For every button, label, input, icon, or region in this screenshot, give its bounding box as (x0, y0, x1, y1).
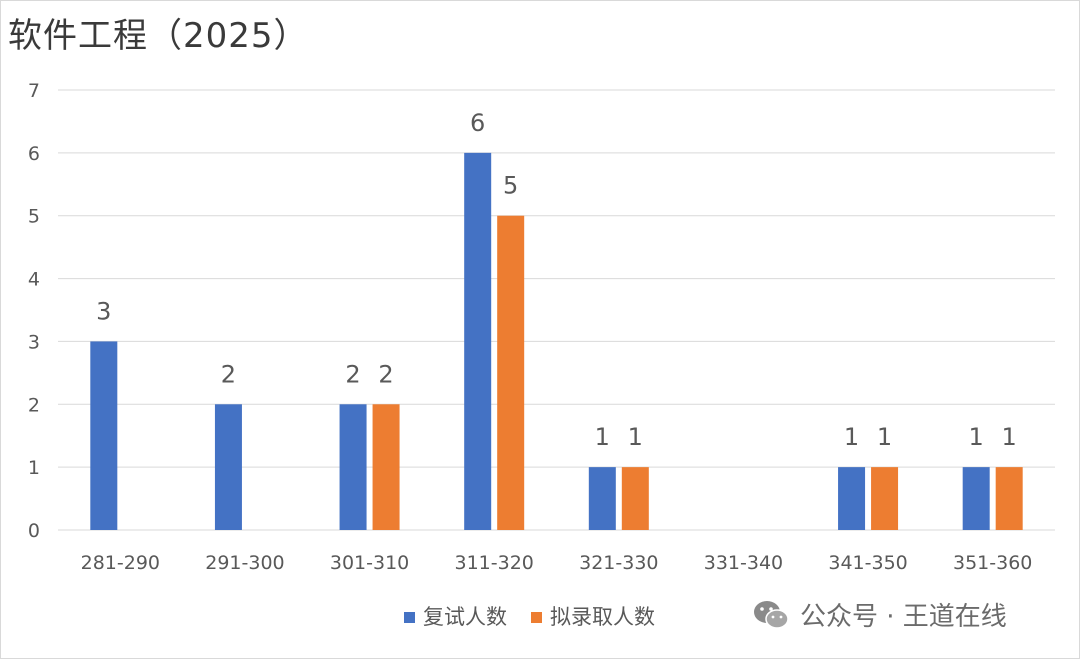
bar-admit-301-310 (372, 404, 400, 530)
x-tick-label: 311-320 (454, 552, 533, 574)
y-tick-label: 4 (28, 269, 40, 291)
y-tick-label: 6 (28, 143, 40, 165)
data-label: 1 (844, 423, 859, 451)
bar-admit-341-350 (871, 467, 899, 530)
bar-admit-321-330 (621, 467, 649, 530)
y-tick-label: 2 (28, 394, 40, 416)
x-tick-label: 281-290 (81, 552, 160, 574)
bar-retest-341-350 (838, 467, 866, 530)
x-tick-label: 341-350 (828, 552, 907, 574)
bar-retest-311-320 (464, 152, 492, 530)
y-tick-label: 3 (28, 331, 40, 353)
y-tick-label: 0 (28, 520, 40, 542)
legend-swatch (404, 612, 415, 623)
data-label: 1 (1002, 423, 1017, 451)
bar-retest-291-300 (214, 404, 242, 530)
data-label: 3 (96, 297, 111, 325)
watermark: 公众号 · 王道在线 (752, 596, 1007, 633)
legend-swatch (531, 612, 542, 623)
x-tick-label: 321-330 (579, 552, 658, 574)
x-tick-label: 351-360 (953, 552, 1032, 574)
legend-label: 复试人数 (423, 605, 507, 629)
y-tick-label: 7 (28, 80, 40, 102)
x-axis-ticks: 281-290 291-300 301-310 311-320 321-330 331-3… (81, 552, 1033, 574)
y-axis-ticks: 0 1 2 3 4 5 6 7 (28, 80, 40, 542)
bar-retest-281-290 (90, 341, 118, 530)
data-label: 6 (470, 109, 485, 137)
data-label: 2 (378, 360, 393, 388)
data-label: 5 (503, 172, 518, 200)
bar-admit-311-320 (497, 215, 525, 530)
wechat-icon (754, 600, 789, 629)
y-tick-label: 1 (28, 457, 40, 479)
data-label: 2 (345, 360, 360, 388)
x-tick-label: 331-340 (704, 552, 783, 574)
watermark-text: 公众号 · 王道在线 (800, 602, 1007, 632)
data-label: 1 (628, 423, 643, 451)
bar-admit-351-360 (995, 467, 1023, 530)
data-label: 1 (877, 423, 892, 451)
data-label: 2 (221, 360, 236, 388)
x-tick-label: 291-300 (205, 552, 284, 574)
x-tick-label: 301-310 (330, 552, 409, 574)
data-label: 1 (595, 423, 610, 451)
bars (90, 152, 1023, 530)
y-tick-label: 5 (28, 206, 40, 228)
bar-retest-301-310 (339, 404, 367, 530)
grid-lines (58, 89, 1055, 531)
chart-title: 软件工程（2025） (8, 16, 309, 56)
data-label: 1 (969, 423, 984, 451)
legend: 复试人数 拟录取人数 (404, 605, 655, 629)
bar-retest-351-360 (962, 467, 990, 530)
legend-label: 拟录取人数 (550, 605, 655, 629)
bar-retest-321-330 (588, 467, 616, 530)
